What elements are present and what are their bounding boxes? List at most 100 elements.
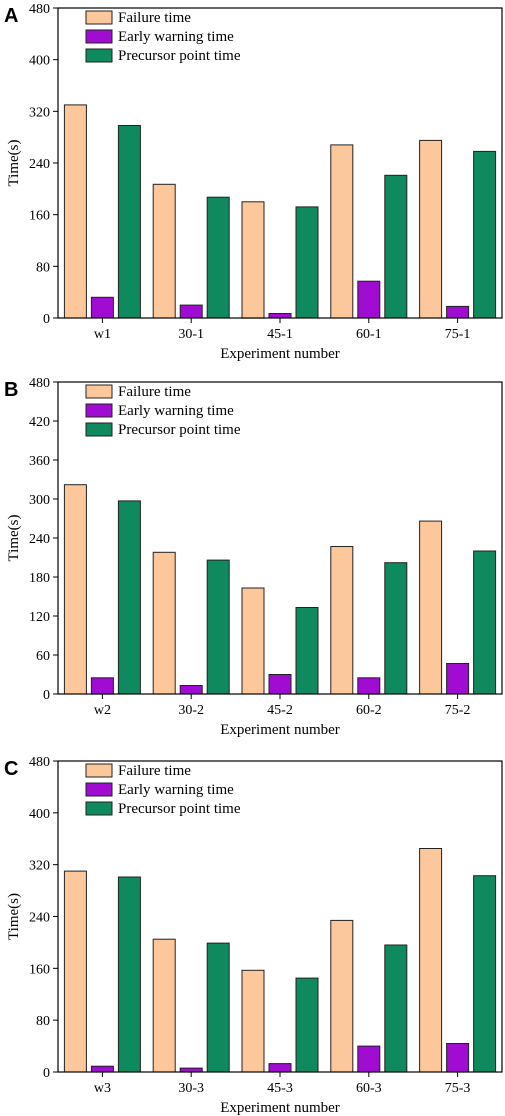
bar-failure-30-1 bbox=[152, 183, 176, 319]
bar-warning-45-2 bbox=[268, 674, 292, 695]
x-tick-label: 60-2 bbox=[356, 703, 382, 718]
legend-label-precursor: Precursor point time bbox=[118, 801, 241, 817]
y-tick-label: 120 bbox=[29, 610, 50, 625]
legend-swatch-failure bbox=[85, 10, 113, 25]
bar-failure-45-2 bbox=[241, 587, 265, 695]
legend-swatch-failure bbox=[85, 763, 113, 778]
y-tick-label: 360 bbox=[29, 454, 50, 469]
y-tick-label: 60 bbox=[36, 649, 50, 664]
y-tick-label: 480 bbox=[29, 2, 50, 17]
bar-precursor-w2 bbox=[117, 500, 141, 695]
y-tick-label: 160 bbox=[29, 209, 50, 224]
panel-letter: A bbox=[4, 5, 18, 27]
bar-failure-45-1 bbox=[241, 201, 265, 319]
bar-precursor-45-3 bbox=[295, 977, 319, 1073]
bar-precursor-30-3 bbox=[206, 942, 230, 1073]
bar-precursor-w3 bbox=[117, 876, 141, 1073]
bar-precursor-45-1 bbox=[295, 206, 319, 319]
y-tick-label: 300 bbox=[29, 493, 50, 508]
x-tick-label: 30-3 bbox=[178, 1081, 204, 1096]
y-tick-label: 240 bbox=[29, 157, 50, 172]
bar-warning-w1 bbox=[90, 296, 114, 319]
y-tick-label: 480 bbox=[29, 755, 50, 770]
bar-warning-60-2 bbox=[357, 677, 381, 695]
x-tick-label: w1 bbox=[94, 327, 111, 342]
x-tick-label: 45-1 bbox=[267, 327, 293, 342]
y-axis-title: Time(s) bbox=[6, 140, 22, 187]
y-tick-label: 320 bbox=[29, 859, 50, 874]
x-tick-label: w3 bbox=[94, 1081, 111, 1096]
bar-warning-30-2 bbox=[179, 685, 203, 695]
bar-warning-75-3 bbox=[446, 1043, 470, 1073]
panel-letter: C bbox=[4, 758, 18, 780]
x-tick-label: 30-2 bbox=[178, 703, 204, 718]
bar-warning-w2 bbox=[90, 677, 114, 695]
legend-label-warning: Early warning time bbox=[118, 403, 234, 419]
y-tick-label: 80 bbox=[36, 1014, 50, 1029]
x-axis-title: Experiment number bbox=[220, 1100, 340, 1116]
legend-label-warning: Early warning time bbox=[118, 782, 234, 798]
legend-swatch-warning bbox=[85, 403, 113, 418]
chart-panel-a: Aw1 30-1 45-1 60-1 75-1 0 80 160 240 320 400 480 Tim… bbox=[4, 2, 503, 362]
bar-warning-45-1 bbox=[268, 313, 292, 319]
x-tick-label: 60-3 bbox=[356, 1081, 382, 1096]
y-tick-label: 400 bbox=[29, 54, 50, 69]
y-tick-label: 480 bbox=[29, 376, 50, 391]
bar-precursor-75-3 bbox=[473, 875, 497, 1073]
x-tick-label: 75-2 bbox=[445, 703, 471, 718]
bar-precursor-30-1 bbox=[206, 196, 230, 319]
bar-warning-75-2 bbox=[446, 663, 470, 695]
x-tick-label: 60-1 bbox=[356, 327, 382, 342]
x-tick-label: 75-3 bbox=[445, 1081, 471, 1096]
bar-failure-w2 bbox=[63, 484, 87, 695]
y-tick-label: 0 bbox=[43, 1066, 50, 1081]
bar-precursor-75-2 bbox=[473, 550, 497, 695]
bar-precursor-75-1 bbox=[473, 150, 497, 319]
y-tick-label: 180 bbox=[29, 571, 50, 586]
legend-swatch-precursor bbox=[85, 801, 113, 816]
bar-warning-60-1 bbox=[357, 280, 381, 319]
y-tick-label: 0 bbox=[43, 312, 50, 327]
y-tick-label: 240 bbox=[29, 911, 50, 926]
y-tick-label: 80 bbox=[36, 260, 50, 275]
bar-precursor-w1 bbox=[117, 125, 141, 319]
y-tick-label: 240 bbox=[29, 532, 50, 547]
bar-warning-30-1 bbox=[179, 304, 203, 319]
bar-warning-60-3 bbox=[357, 1045, 381, 1073]
bar-warning-75-1 bbox=[446, 305, 470, 319]
legend-swatch-warning bbox=[85, 29, 113, 44]
bar-warning-w3 bbox=[90, 1065, 114, 1073]
x-tick-label: 45-3 bbox=[267, 1081, 293, 1096]
bar-precursor-60-1 bbox=[384, 174, 408, 319]
bar-failure-45-3 bbox=[241, 969, 265, 1073]
y-axis-title: Time(s) bbox=[6, 893, 22, 940]
y-tick-label: 320 bbox=[29, 105, 50, 120]
bar-failure-75-1 bbox=[419, 139, 443, 319]
legend-label-failure: Failure time bbox=[118, 10, 191, 26]
bar-failure-w1 bbox=[63, 104, 87, 319]
x-axis-title: Experiment number bbox=[220, 722, 340, 738]
bar-precursor-45-2 bbox=[295, 607, 319, 695]
bar-failure-w3 bbox=[63, 870, 87, 1073]
legend-label-warning: Early warning time bbox=[118, 29, 234, 45]
legend-label-failure: Failure time bbox=[118, 763, 191, 779]
panel-letter: B bbox=[4, 379, 18, 401]
bar-failure-60-3 bbox=[330, 919, 354, 1073]
bar-failure-30-2 bbox=[152, 551, 176, 695]
x-tick-label: 30-1 bbox=[178, 327, 204, 342]
bar-failure-60-1 bbox=[330, 144, 354, 319]
y-tick-label: 0 bbox=[43, 688, 50, 703]
legend-swatch-warning bbox=[85, 782, 113, 797]
bar-warning-45-3 bbox=[268, 1063, 292, 1073]
y-tick-label: 420 bbox=[29, 415, 50, 430]
bar-precursor-60-3 bbox=[384, 944, 408, 1073]
bar-failure-60-2 bbox=[330, 546, 354, 695]
y-tick-label: 400 bbox=[29, 807, 50, 822]
x-tick-label: 45-2 bbox=[267, 703, 293, 718]
x-tick-label: 75-1 bbox=[445, 327, 471, 342]
x-axis-title: Experiment number bbox=[220, 346, 340, 362]
legend-label-precursor: Precursor point time bbox=[118, 48, 241, 64]
x-tick-label: w2 bbox=[94, 703, 111, 718]
legend-label-failure: Failure time bbox=[118, 384, 191, 400]
